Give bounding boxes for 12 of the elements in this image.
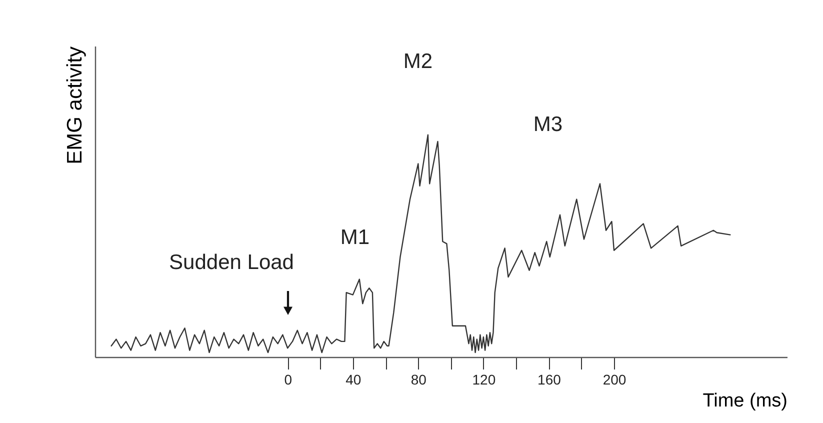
x-tick-label: 160 [538,372,562,388]
annotation: Sudden Load [169,251,294,274]
x-tick-label: 120 [472,372,496,388]
y-axis-title: EMG activity [64,46,86,164]
annotation: M3 [533,113,563,136]
x-tick-label: 40 [346,372,362,388]
annotation: M1 [340,226,370,249]
x-tick-label: 0 [284,372,292,388]
x-axis-title: Time (ms) [702,390,788,412]
text: M2 [403,50,433,73]
x-tick-label: 200 [602,372,626,388]
x-tick-label: 80 [410,372,427,388]
